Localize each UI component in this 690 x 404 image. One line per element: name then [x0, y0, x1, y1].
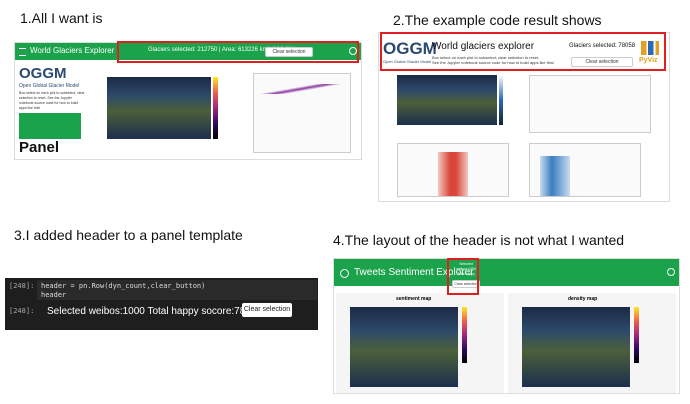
- colorbar: [462, 307, 467, 363]
- description: Box-select on each plot to subselect; cl…: [19, 91, 85, 110]
- logo: OGGM: [383, 39, 437, 58]
- clear-button[interactable]: Clear selection: [571, 57, 633, 67]
- map-plot: [522, 307, 630, 387]
- highlight-box: [117, 41, 359, 63]
- plot-title: sentiment map: [396, 296, 432, 302]
- output-text: Selected weibos:1000 Total happy socore:…: [47, 306, 251, 317]
- screenshot: Tweets Sentiment Explorer Selected weibo…: [333, 258, 680, 394]
- header-bar: [334, 259, 679, 286]
- plot-title: density map: [568, 296, 598, 302]
- selection-text: Glaciers selected: 78058: [569, 43, 636, 49]
- header-text: Selected weibos:1000 Total happy: [452, 262, 480, 277]
- app-title: World glaciers explorer: [432, 41, 535, 52]
- map-plot: [397, 75, 497, 125]
- prompt: [248]:: [9, 307, 35, 315]
- scatter-plot: [529, 75, 651, 133]
- colorbar: [213, 77, 218, 139]
- heading: 1.All I want is: [20, 10, 103, 26]
- panel-graphic: [19, 113, 81, 139]
- description: See the Jupyter notebook source code for…: [432, 60, 555, 65]
- logo-subtitle: Open Global Glacier Model: [383, 59, 432, 64]
- colorbar: [499, 75, 503, 125]
- status-icon: [349, 47, 357, 55]
- card: sentiment map: [336, 293, 504, 393]
- colorbar: [634, 307, 639, 363]
- app-title: World Glaciers Explorer: [30, 46, 115, 55]
- card: density map: [508, 293, 676, 393]
- notebook: [248]: header = pn.Row(dyn_count,clear_b…: [5, 278, 318, 330]
- status-icon: [667, 268, 675, 276]
- menu-icon: [19, 48, 26, 56]
- description: Box select on each plot to subselect; cl…: [432, 55, 540, 60]
- code-line: header = pn.Row(dyn_count,clear_button): [41, 282, 206, 290]
- map-plot: [107, 77, 211, 139]
- app-icon: [340, 269, 349, 278]
- heading: 2.The example code result shows: [393, 12, 602, 28]
- histogram: [529, 143, 641, 197]
- clear-button[interactable]: Clear selection: [452, 280, 480, 288]
- brand-icon: [641, 41, 659, 55]
- selection-text: Glaciers selected: 212750 | Area: 613226…: [148, 47, 296, 53]
- prompt: [248]:: [9, 282, 35, 290]
- clear-button[interactable]: Clear selection: [265, 47, 313, 57]
- logo: OGGM: [19, 65, 67, 82]
- logo-subtitle: Open Global Glacier Model: [19, 83, 80, 89]
- brand: PyViz: [639, 57, 658, 64]
- map-plot: [350, 307, 458, 387]
- code-cell: header = pn.Row(dyn_count,clear_button) …: [37, 280, 317, 300]
- header-line: Selected: [459, 262, 473, 266]
- scatter-plot: [253, 73, 351, 153]
- screenshot: OGGM Open Global Glacier Model World gla…: [378, 32, 670, 202]
- header-line: weibos:1000: [456, 267, 476, 271]
- panel-logo: Panel: [19, 139, 60, 156]
- highlight-box: [447, 258, 479, 295]
- heading: 4.The layout of the header is not what I…: [333, 232, 625, 248]
- clear-button[interactable]: Clear selection: [242, 303, 292, 317]
- highlight-box: [380, 32, 666, 71]
- header-line: Total happy: [457, 272, 475, 276]
- heading: 3.I added header to a panel template: [14, 227, 243, 243]
- app-title: Tweets Sentiment Explorer: [354, 267, 474, 278]
- code-line: header: [41, 291, 67, 299]
- histogram: [397, 143, 509, 197]
